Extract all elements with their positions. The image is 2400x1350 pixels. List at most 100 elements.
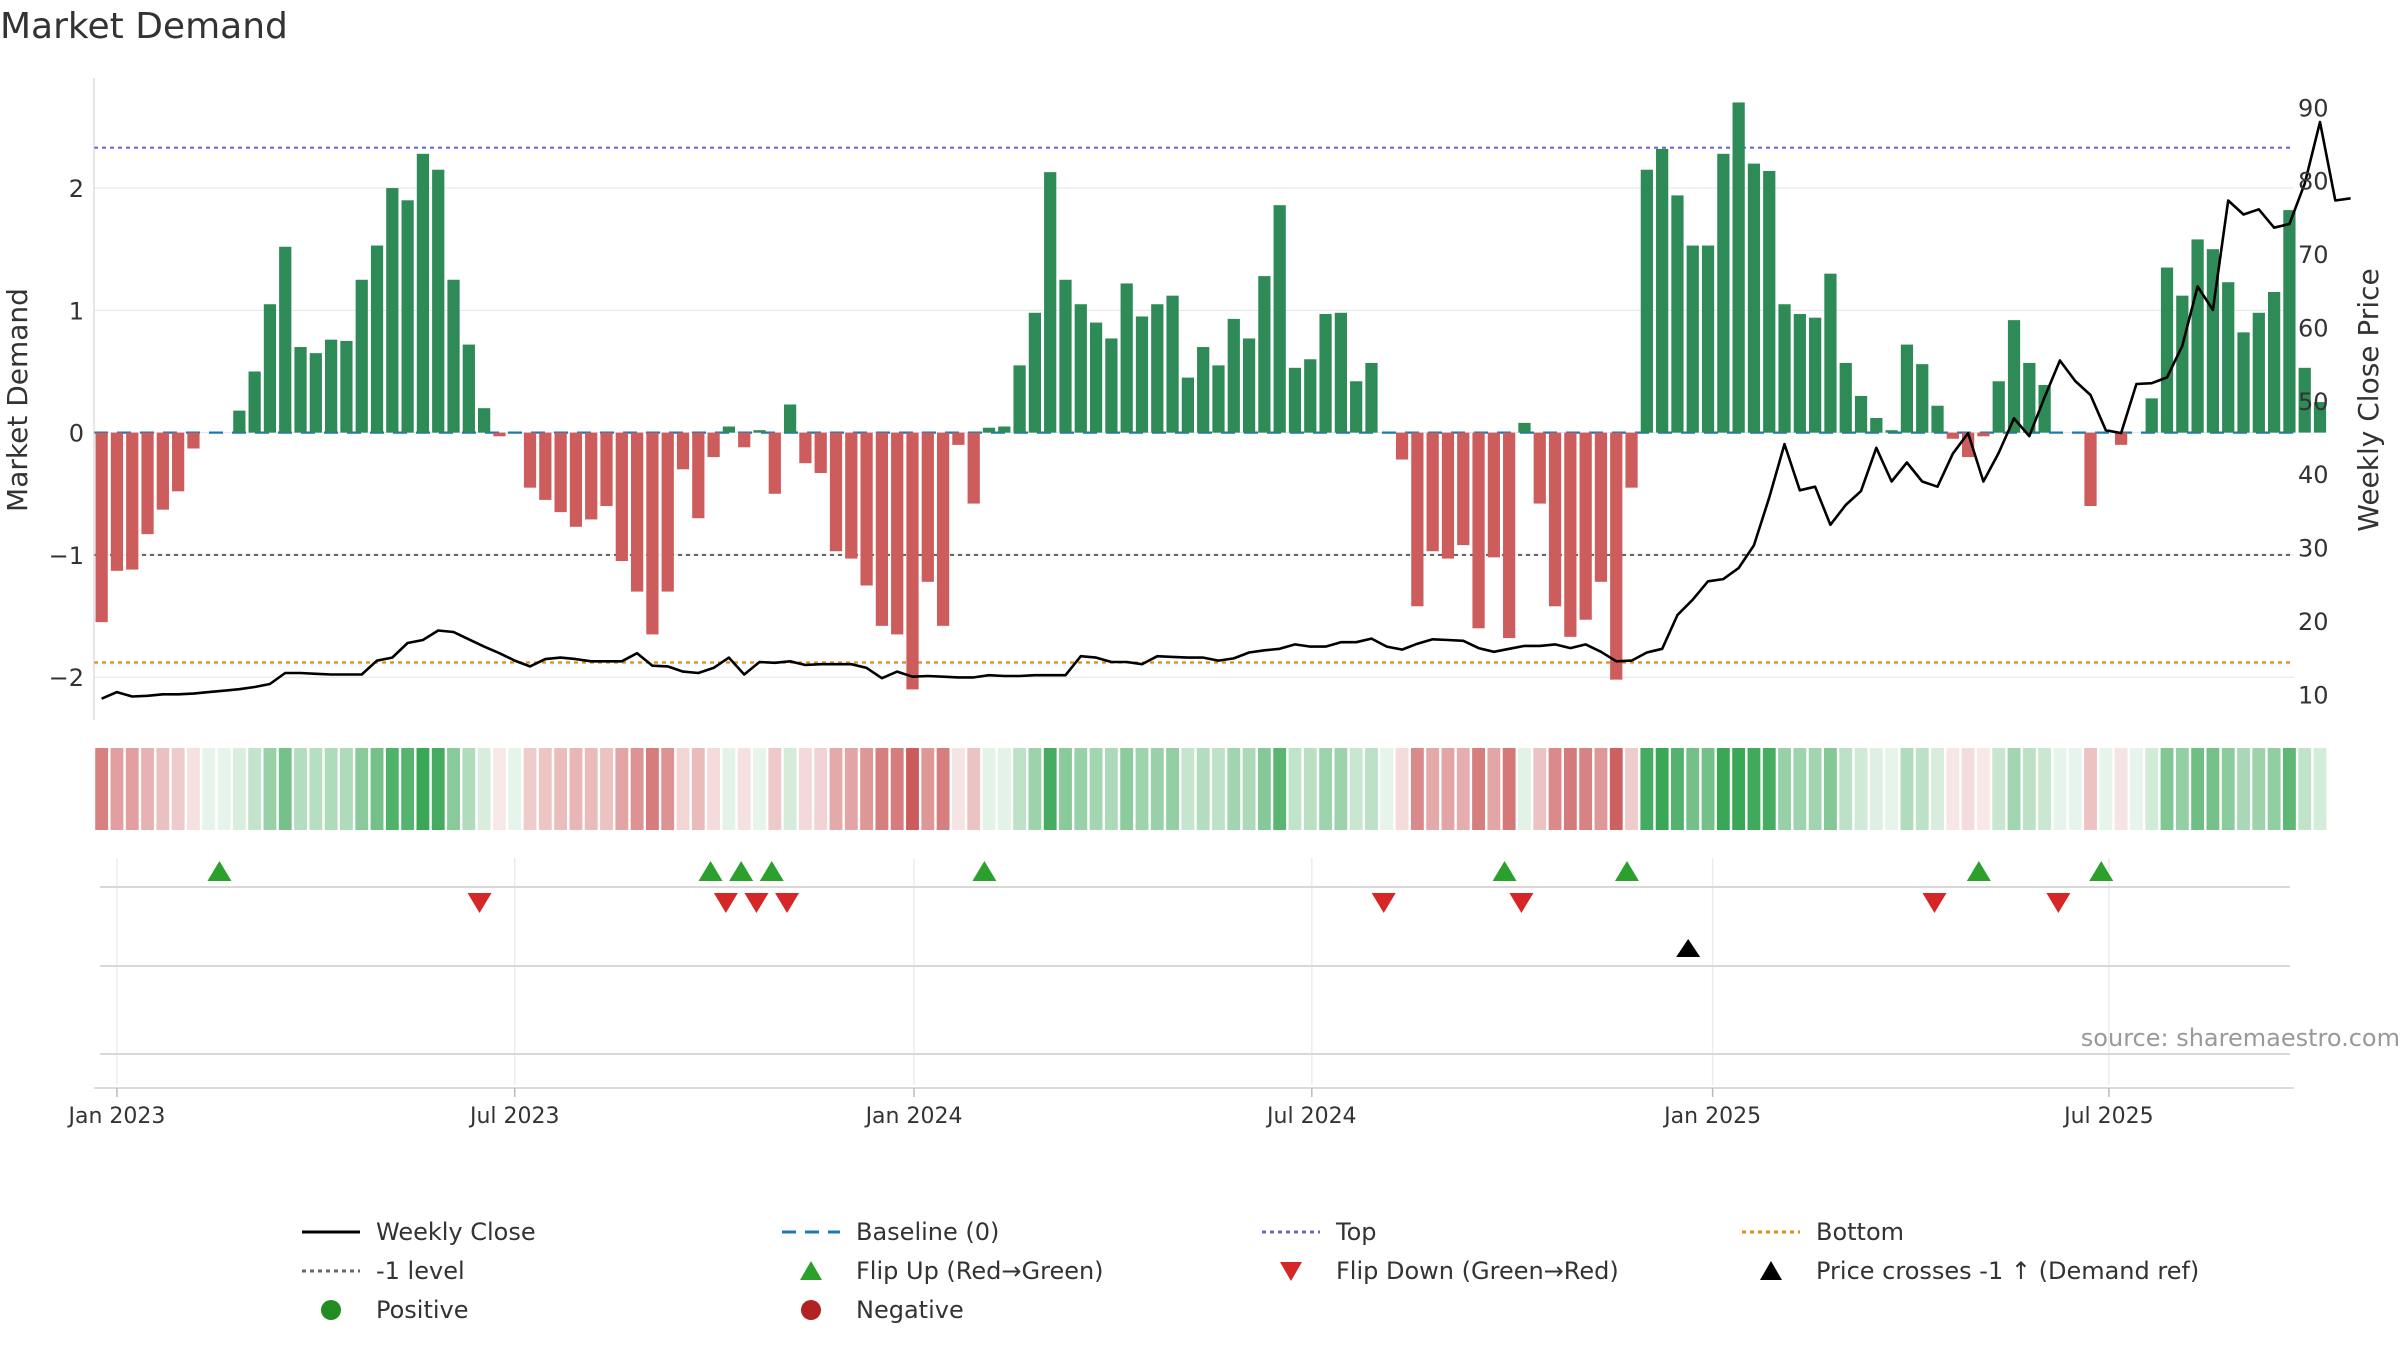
demand-bar (1640, 169, 1653, 433)
demand-bar (539, 432, 552, 500)
demand-bar (401, 200, 414, 433)
demand-bar (126, 432, 139, 570)
heat-cell (951, 748, 965, 830)
source-note: source: sharemaestro.com (2080, 1024, 2400, 1052)
heat-cell (936, 748, 950, 830)
heat-cell (294, 748, 307, 830)
heat-cell (1120, 748, 1134, 830)
heat-cell (340, 748, 353, 830)
heat-cell (860, 748, 874, 830)
demand-bar (1564, 432, 1577, 637)
flip-up-marker (759, 861, 784, 881)
x-tick-label: Jul 2023 (468, 1104, 560, 1129)
heat-cell (1104, 748, 1118, 830)
demand-bar (722, 426, 736, 433)
demand-bar (661, 432, 674, 592)
heat-cell (2084, 748, 2097, 830)
heat-cell (1273, 748, 1287, 830)
demand-bar (1120, 283, 1133, 433)
heat-cell (2114, 748, 2128, 830)
heat-cell (1686, 748, 1700, 830)
heat-cell (645, 748, 659, 830)
heat-cell (1778, 748, 1791, 830)
demand-bar (2115, 432, 2128, 445)
y2-axis-label: Weekly Close Price (2352, 268, 2385, 531)
heat-cell (1365, 748, 1378, 830)
demand-bar (1778, 304, 1791, 433)
demand-bar (2283, 210, 2296, 433)
y-tick-label: 2 (69, 175, 84, 203)
heat-cell (2160, 748, 2174, 830)
heat-cell (1793, 748, 1807, 830)
demand-bar (263, 304, 277, 433)
legend-label: Positive (376, 1296, 469, 1324)
demand-bar (1686, 245, 1699, 433)
price-cross-marker (1676, 939, 1701, 957)
demand-bar (1503, 432, 1516, 639)
heat-cell (263, 748, 277, 830)
heat-cell (1426, 748, 1440, 830)
heat-cell (309, 748, 323, 830)
heat-cell (1502, 748, 1516, 830)
demand-bar (799, 432, 812, 464)
demand-bar (2160, 267, 2174, 433)
heat-cell (523, 748, 537, 830)
legend-symbol (782, 1230, 840, 1234)
demand-bar (891, 432, 904, 635)
demand-bar (1181, 377, 1194, 433)
legend-symbol (1742, 1230, 1800, 1234)
demand-bar (416, 153, 430, 433)
axes: −2 −1 0 1 2 10 20 30 40 50 60 70 80 90 (49, 78, 2329, 720)
heat-cell (1487, 748, 1501, 830)
demand-bar (294, 347, 307, 433)
heat-cell (1166, 748, 1180, 830)
demand-bar (2191, 239, 2204, 433)
heat-cell (615, 748, 629, 830)
legend-label: Negative (856, 1296, 964, 1324)
heat-cell (2099, 748, 2113, 830)
legend-symbol (1760, 1261, 1782, 1280)
heat-cell (1579, 748, 1593, 830)
heat-cell (1594, 748, 1608, 830)
demand-bar (2023, 362, 2036, 433)
demand-bar (1044, 172, 1057, 433)
y2-tick-label: 90 (2298, 94, 2329, 122)
demand-bar (2038, 384, 2051, 433)
demand-bar (1197, 347, 1210, 433)
demand-bar (906, 432, 919, 690)
heat-cell (1043, 748, 1057, 830)
heat-cell (156, 748, 170, 830)
legend-label: Top (1336, 1218, 1377, 1246)
flip-down-marker (744, 893, 769, 913)
demand-bar (1839, 362, 1852, 433)
demand-bar (1717, 153, 1730, 433)
heat-cell (1181, 748, 1195, 830)
demand-bar (1334, 312, 1347, 433)
heat-cell (401, 748, 415, 830)
heat-cell (141, 748, 154, 830)
demand-bar (615, 432, 628, 562)
demand-bar (2267, 292, 2281, 433)
legend-item: Flip Up (Red→Green) (780, 1254, 1104, 1288)
heat-cell (1028, 748, 1042, 830)
heat-cell (890, 748, 904, 830)
heat-cell (1961, 748, 1975, 830)
demand-bar (325, 339, 338, 433)
heat-cell (2129, 748, 2143, 830)
y2-tick-label: 20 (2298, 608, 2329, 636)
heat-cell (1196, 748, 1210, 830)
heat-cell (2068, 748, 2082, 830)
demand-bar (1824, 273, 1837, 433)
demand-bar (1656, 148, 1669, 433)
heat-cell (1563, 748, 1577, 830)
demand-bar (1089, 322, 1103, 433)
demand-bar (1487, 432, 1500, 558)
heat-cell (187, 748, 200, 830)
heat-cell (1456, 748, 1470, 830)
legend-symbol (1262, 1230, 1320, 1234)
demand-bar (1763, 170, 1776, 433)
y2-tick-label: 30 (2298, 535, 2329, 563)
heat-cell (753, 748, 766, 830)
heat-cell (691, 748, 705, 830)
demand-bar (1747, 163, 1761, 433)
